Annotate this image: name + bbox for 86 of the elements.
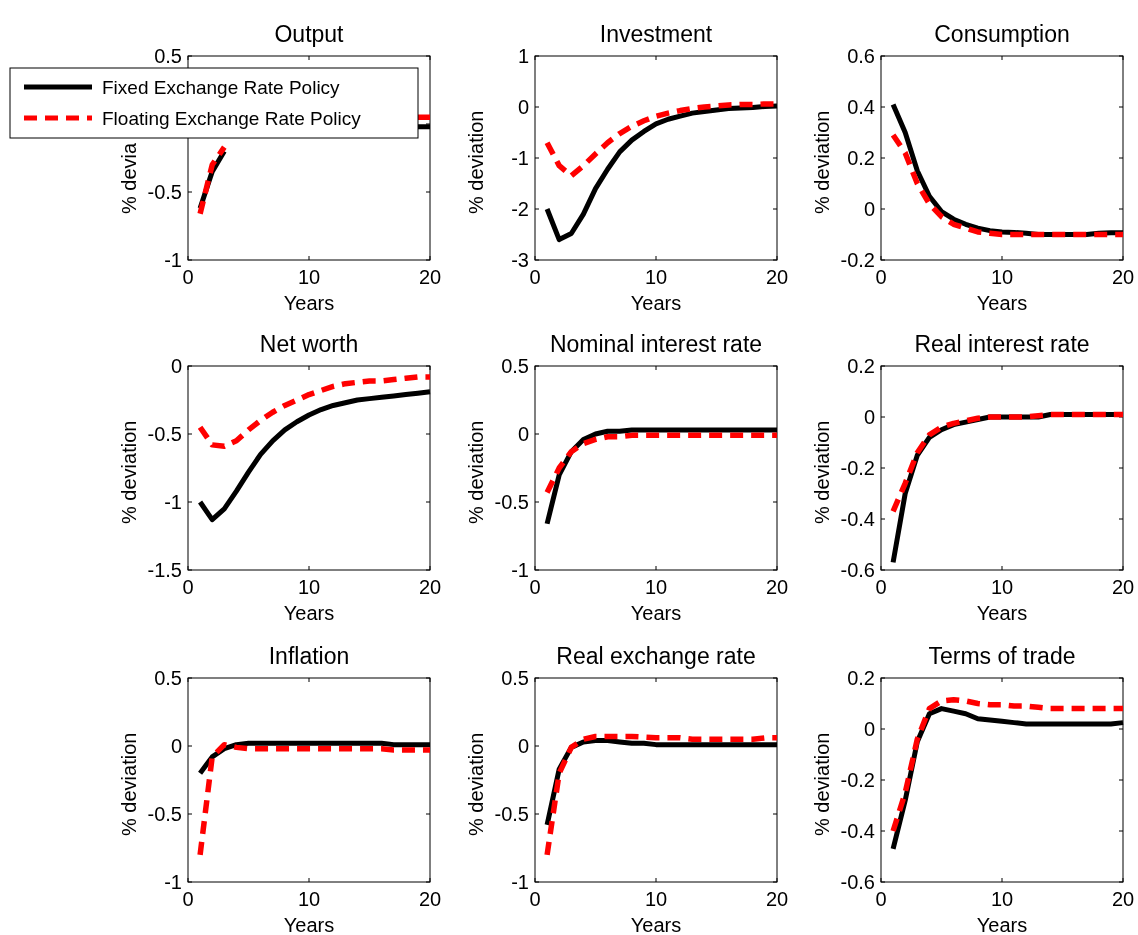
x-tick-label: 10 [297,266,321,288]
x-axis-title: Years [283,292,335,314]
x-tick-label: 20 [765,266,789,288]
y-tick-label: 0.2 [847,667,875,689]
y-tick-label: 0.2 [847,355,875,377]
x-tick-label: 20 [418,888,442,910]
y-tick-label: 0 [863,406,875,428]
y-axis-title: % deviation [118,420,140,524]
chart-title: Output [274,21,345,47]
x-axis-title: Years [283,602,335,624]
y-axis-title: % devia [118,141,140,214]
y-tick-label: -0.2 [840,249,875,271]
y-tick-label: -0.6 [840,871,875,893]
y-tick-label: -0.5 [494,491,529,513]
y-axis-title: % deviation [465,732,487,836]
y-tick-label: 0 [170,735,182,757]
x-tick-label: 10 [297,576,321,598]
x-axis-title: Years [976,602,1028,624]
x-axis-title: Years [283,914,335,935]
y-tick-label: -1 [164,491,182,513]
y-axis-title: % deviation [811,110,833,214]
chart-title: Inflation [268,643,350,669]
y-tick-label: -1 [511,871,529,893]
y-axis-title: % deviation [465,110,487,214]
y-axis-title: % deviation [811,732,833,836]
x-tick-label: 10 [644,266,668,288]
x-tick-label: 10 [297,888,321,910]
y-tick-label: 1 [517,45,529,67]
x-axis-title: Years [630,602,682,624]
chart-title: Nominal interest rate [549,331,763,357]
y-axis-title: % deviation [118,732,140,836]
chart-title: Investment [599,21,713,47]
y-tick-label: 0 [170,355,182,377]
y-tick-label: -1 [511,559,529,581]
y-tick-label: 0.5 [154,667,182,689]
y-tick-label: -0.4 [840,820,875,842]
y-tick-label: 0.5 [501,667,529,689]
y-tick-label: -1.5 [147,559,182,581]
x-axis-title: Years [976,292,1028,314]
y-tick-label: -1 [511,147,529,169]
x-tick-label: 20 [418,266,442,288]
y-tick-label: -1 [164,871,182,893]
y-tick-label: 0 [517,96,529,118]
y-tick-label: -0.2 [840,769,875,791]
y-tick-label: -3 [511,249,529,271]
y-tick-label: 0 [517,735,529,757]
y-tick-label: 0 [863,198,875,220]
y-tick-label: 0.5 [501,355,529,377]
chart-title: Net worth [259,331,359,357]
y-axis-title: % deviation [811,420,833,524]
y-tick-label: -0.4 [840,508,875,530]
chart-title: Real exchange rate [556,643,756,669]
y-tick-label: -0.5 [147,423,182,445]
legend-label: Floating Exchange Rate Policy [102,108,362,129]
y-tick-label: -0.5 [147,181,182,203]
x-tick-label: 20 [1111,576,1135,598]
y-tick-label: 0.5 [154,45,182,67]
x-tick-label: 20 [1111,888,1135,910]
y-axis-title: % deviation [465,420,487,524]
y-tick-label: -1 [164,249,182,271]
x-tick-label: 10 [990,888,1014,910]
y-tick-label: 0 [517,423,529,445]
y-tick-label: 0 [863,718,875,740]
y-tick-label: -0.5 [494,803,529,825]
x-tick-label: 20 [765,576,789,598]
x-tick-label: 20 [418,576,442,598]
x-tick-label: 10 [990,266,1014,288]
y-tick-label: -0.5 [147,803,182,825]
y-tick-label: 0.2 [847,147,875,169]
y-tick-label: -0.2 [840,457,875,479]
chart-title: Terms of trade [928,643,1076,669]
y-tick-label: -0.6 [840,559,875,581]
x-axis-title: Years [630,292,682,314]
x-tick-label: 20 [765,888,789,910]
x-tick-label: 10 [644,888,668,910]
y-tick-label: 0.6 [847,45,875,67]
legend-label: Fixed Exchange Rate Policy [102,77,341,98]
y-tick-label: 0.4 [847,96,875,118]
chart-title: Consumption [934,21,1070,47]
x-axis-title: Years [630,914,682,935]
y-tick-label: -2 [511,198,529,220]
x-tick-label: 10 [644,576,668,598]
chart-title: Real interest rate [914,331,1090,357]
x-tick-label: 20 [1111,266,1135,288]
x-tick-label: 10 [990,576,1014,598]
x-axis-title: Years [976,914,1028,935]
